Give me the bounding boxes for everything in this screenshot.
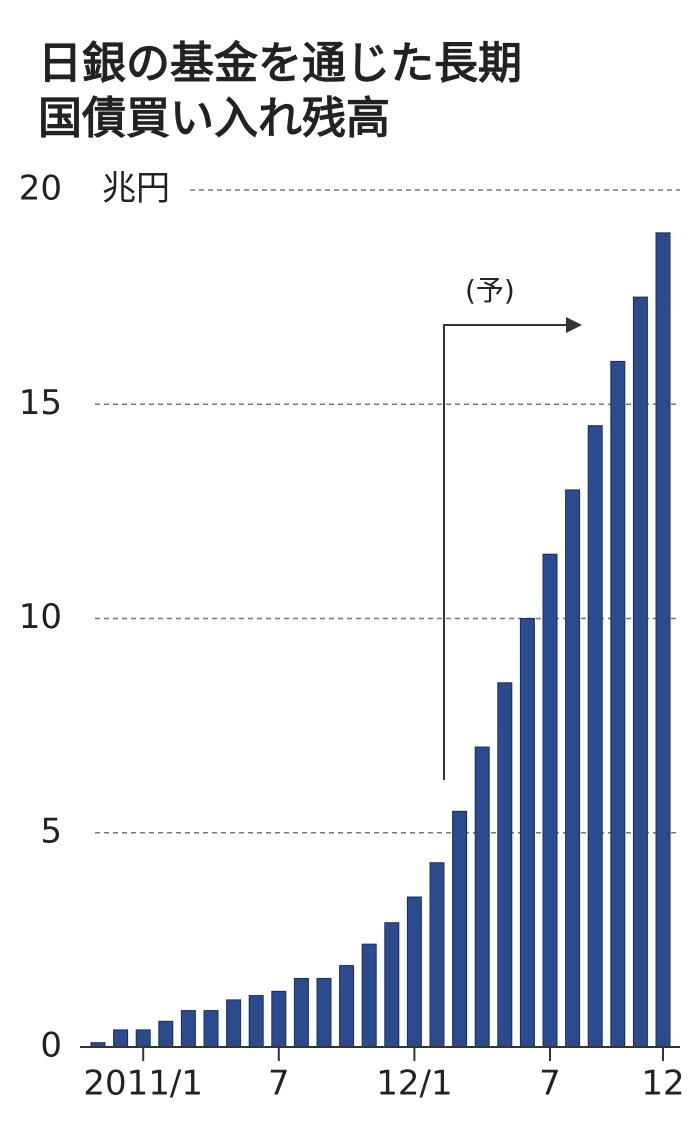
bar — [565, 489, 581, 1048]
bar — [293, 977, 309, 1048]
y-tick-label: 0 — [40, 1026, 62, 1066]
bar — [406, 896, 422, 1048]
bar — [248, 995, 264, 1048]
x-tick-label: 7 — [539, 1064, 561, 1104]
y-tick-label: 20 — [19, 169, 62, 209]
x-tick-label: 12 — [641, 1064, 684, 1104]
x-tick-label: 12/1 — [376, 1064, 452, 1104]
bar — [452, 810, 468, 1048]
bar — [135, 1029, 151, 1048]
bar — [158, 1020, 174, 1048]
bar — [361, 943, 377, 1048]
bar — [203, 1010, 219, 1048]
annotation: (予) — [465, 274, 515, 307]
x-tick-label: 2011/1 — [83, 1064, 203, 1104]
bar — [474, 746, 490, 1048]
x-tick-label: 7 — [268, 1064, 290, 1104]
bar — [610, 360, 626, 1048]
bar — [587, 425, 603, 1048]
bar — [271, 990, 287, 1048]
bar — [113, 1029, 129, 1048]
y-tick-label: 15 — [19, 383, 62, 423]
bar — [339, 965, 355, 1048]
bar — [384, 922, 400, 1048]
bar — [429, 862, 445, 1048]
y-tick-label: 5 — [40, 811, 62, 851]
bar — [226, 999, 242, 1048]
bar — [316, 977, 332, 1048]
bar — [180, 1010, 196, 1048]
bar — [542, 553, 558, 1048]
bar — [632, 296, 648, 1048]
y-tick-label: 10 — [19, 597, 62, 637]
chart-title: 国債買い入れ残高 — [38, 93, 390, 144]
bar — [497, 682, 513, 1048]
bar — [519, 618, 535, 1048]
bar — [655, 232, 671, 1048]
chart-title: 日銀の基金を通じた長期 — [38, 38, 522, 89]
forecast-arrow — [443, 317, 582, 780]
unit-label: 兆円 — [102, 169, 170, 209]
